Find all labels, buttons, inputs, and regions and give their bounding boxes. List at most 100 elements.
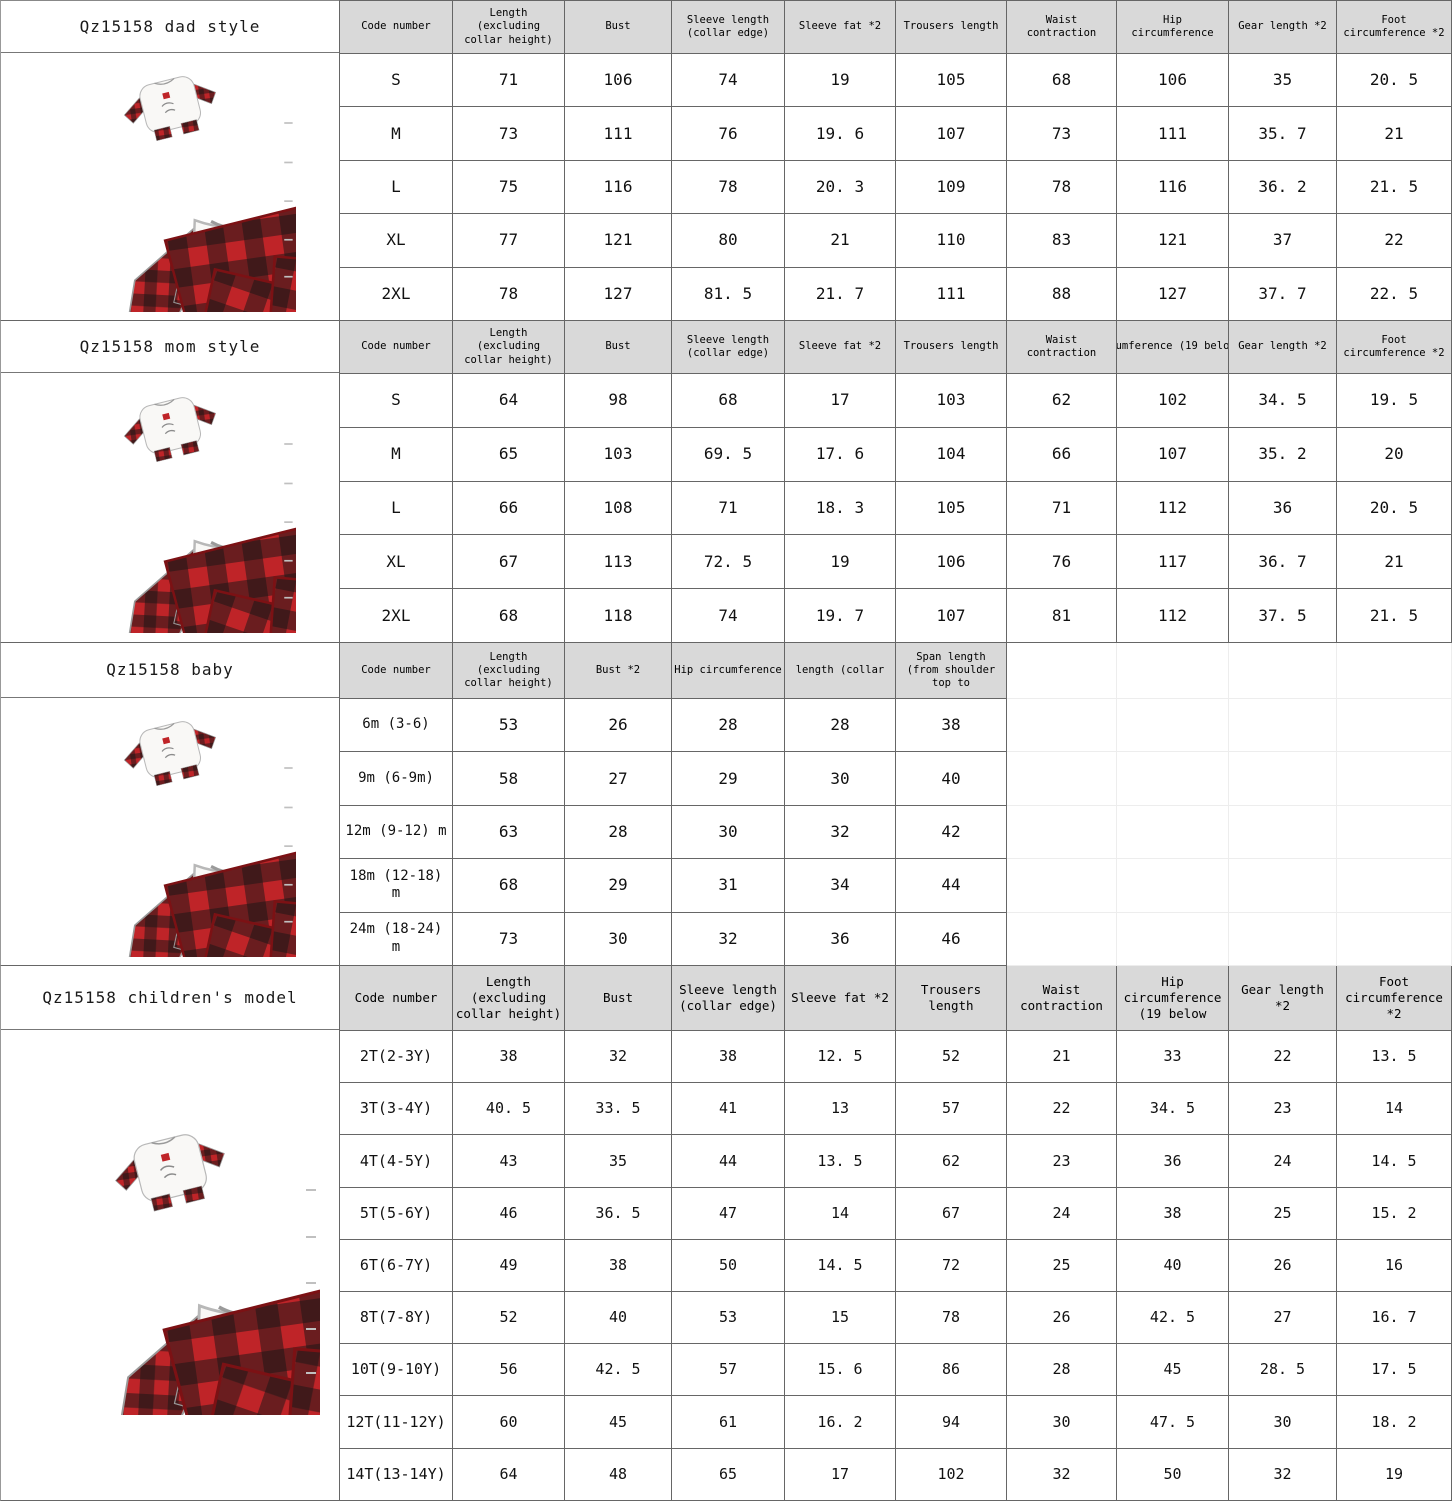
column-header: Sleeve length (collar edge) [672, 320, 785, 374]
size-code-cell: 6m (3-6) [340, 698, 453, 753]
size-value-cell: 12. 5 [785, 1030, 896, 1084]
size-value-cell: 103 [896, 373, 1007, 428]
size-value-cell: 76 [672, 107, 785, 161]
table-row: XL 77 121 80 21 110 83 121 37 22 [340, 214, 1452, 268]
empty-grid-cell [1117, 912, 1229, 966]
size-value-cell: 111 [565, 107, 672, 161]
section-title: Qz15158 children's model [1, 966, 339, 1030]
size-value-cell: 24 [1229, 1135, 1337, 1188]
size-value-cell: 116 [1117, 160, 1229, 215]
size-value-cell: 113 [565, 535, 672, 590]
size-value-cell: 36 [1117, 1135, 1229, 1188]
size-value-cell: 78 [672, 160, 785, 215]
section-label-panel: Qz15158 children's model [0, 965, 339, 1501]
size-value-cell: 16. 2 [785, 1396, 896, 1449]
empty-grid-cell [1229, 752, 1337, 806]
product-photo [1, 53, 339, 320]
size-value-cell: 36. 7 [1229, 535, 1337, 590]
size-value-cell: 76 [1007, 535, 1117, 590]
size-value-cell: 28. 5 [1229, 1344, 1337, 1397]
size-code-cell: 18m (12-18) m [340, 859, 453, 913]
size-chart-section-dad: Qz15158 dad style [0, 0, 1452, 321]
size-value-cell: 17 [785, 1448, 896, 1501]
size-value-cell: 77 [453, 214, 565, 268]
size-value-cell: 78 [1007, 160, 1117, 215]
table-row: 4T(4-5Y) 43 35 44 13. 5 62 23 36 24 14. 5 [340, 1135, 1452, 1188]
pajama-set-illustration [116, 76, 296, 313]
size-value-cell: 14. 5 [1337, 1135, 1452, 1188]
size-value-cell: 17. 6 [785, 427, 896, 482]
size-value-cell: 42 [896, 805, 1007, 860]
column-header: Foot circumference *2 [1337, 320, 1452, 374]
size-value-cell: 40 [1117, 1239, 1229, 1292]
size-code-cell: 2T(2-3Y) [340, 1030, 453, 1084]
size-value-cell: 57 [896, 1083, 1007, 1136]
size-value-cell: 34. 5 [1229, 373, 1337, 428]
section-title: Qz15158 baby [1, 643, 339, 698]
size-value-cell: 62 [896, 1135, 1007, 1188]
size-value-cell: 67 [453, 535, 565, 590]
size-code-cell: 9m (6-9m) [340, 752, 453, 806]
size-value-cell: 19 [785, 54, 896, 108]
size-value-cell: 52 [453, 1291, 565, 1345]
column-header: Bust [565, 320, 672, 374]
empty-grid-cell [1117, 805, 1229, 860]
size-value-cell: 28 [672, 698, 785, 753]
column-header: cumference (19 below [1117, 320, 1229, 374]
table-row: XL 67 113 72. 5 19 106 76 117 36. 7 21 [340, 535, 1452, 590]
table-row: Code number Length (excluding collar heig… [340, 1, 1452, 54]
size-code-cell: S [340, 54, 453, 108]
table-row: 3T(3-4Y) 40. 5 33. 5 41 13 57 22 34. 5 23 14 [340, 1083, 1452, 1136]
size-code-cell: M [340, 427, 453, 482]
table-row: 2XL 78 127 81. 5 21. 7 111 88 127 37. 7 22. 5 [340, 267, 1452, 321]
size-value-cell: 88 [1007, 267, 1117, 321]
size-value-cell: 66 [453, 481, 565, 536]
size-value-cell: 83 [1007, 214, 1117, 268]
pajama-set-illustration [116, 721, 296, 958]
table-row: 6T(6-7Y) 49 38 50 14. 5 72 25 40 26 16 [340, 1239, 1452, 1292]
size-value-cell: 17. 5 [1337, 1344, 1452, 1397]
size-value-cell: 105 [896, 54, 1007, 108]
table-row: M 73 111 76 19. 6 107 73 111 35. 7 21 [340, 107, 1452, 161]
section-title: Qz15158 dad style [1, 1, 339, 53]
size-value-cell: 73 [453, 912, 565, 966]
size-code-cell: M [340, 107, 453, 161]
table-row: Code number Length (excluding collar heig… [340, 642, 1452, 699]
size-value-cell: 78 [453, 267, 565, 321]
size-value-cell: 33. 5 [565, 1083, 672, 1136]
size-value-cell: 20. 3 [785, 160, 896, 215]
size-value-cell: 21. 5 [1337, 160, 1452, 215]
column-header: Gear length *2 [1229, 965, 1337, 1031]
empty-grid-cell [1337, 752, 1452, 806]
table-row: S 71 106 74 19 105 68 106 35 20. 5 [340, 54, 1452, 108]
size-value-cell: 50 [1117, 1448, 1229, 1501]
size-code-cell: 10T(9-10Y) [340, 1344, 453, 1397]
size-value-cell: 127 [1117, 267, 1229, 321]
table-row: Code number Length (excluding collar heig… [340, 965, 1452, 1031]
table-row: 8T(7-8Y) 52 40 53 15 78 26 42. 5 27 16. 7 [340, 1291, 1452, 1345]
size-value-cell: 36. 2 [1229, 160, 1337, 215]
table-row: S 64 98 68 17 103 62 102 34. 5 19. 5 [340, 373, 1452, 428]
size-code-cell: 5T(5-6Y) [340, 1187, 453, 1240]
size-code-cell: L [340, 160, 453, 215]
size-value-cell: 52 [896, 1030, 1007, 1084]
size-value-cell: 20. 5 [1337, 54, 1452, 108]
size-value-cell: 15. 6 [785, 1344, 896, 1397]
size-value-cell: 118 [565, 589, 672, 643]
column-header: Sleeve length (collar edge) [672, 965, 785, 1031]
size-value-cell: 23 [1229, 1083, 1337, 1136]
size-value-cell: 107 [896, 107, 1007, 161]
size-value-cell: 66 [1007, 427, 1117, 482]
size-code-cell: 14T(13-14Y) [340, 1448, 453, 1501]
column-header: Bust [565, 965, 672, 1031]
size-value-cell: 17 [785, 373, 896, 428]
table-row: 10T(9-10Y) 56 42. 5 57 15. 6 86 28 45 28. 5 17. 5 [340, 1344, 1452, 1397]
size-value-cell: 42. 5 [565, 1344, 672, 1397]
size-chart-section-children: Qz15158 children's model [0, 965, 1452, 1501]
size-value-cell: 30 [1007, 1396, 1117, 1449]
size-value-cell: 75 [453, 160, 565, 215]
size-value-cell: 81. 5 [672, 267, 785, 321]
size-value-cell: 27 [565, 752, 672, 806]
size-value-cell: 35 [565, 1135, 672, 1188]
